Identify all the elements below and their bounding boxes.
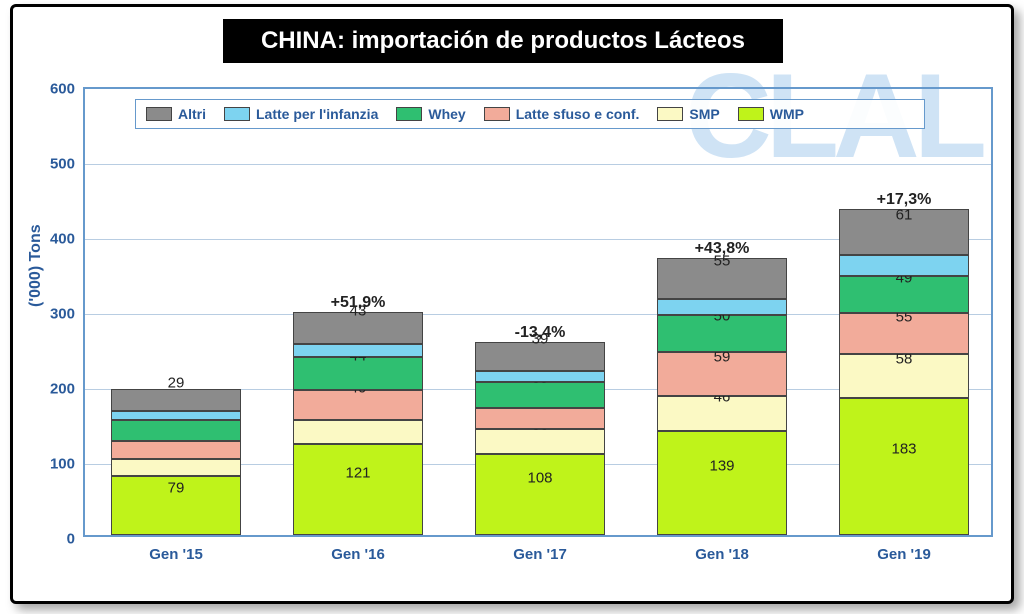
bar-segment-latte_i (293, 344, 423, 357)
legend-swatch (224, 107, 250, 121)
legend-label: Whey (428, 106, 465, 122)
chart-frame: CHINA: importación de productos Lácteos … (10, 4, 1014, 604)
pct-change-label: +43,8% (695, 240, 750, 258)
y-tick-label: 500 (35, 156, 75, 173)
legend-item-smp: SMP (657, 106, 719, 122)
legend-label: Latte per l'infanzia (256, 106, 378, 122)
y-tick-label: 200 (35, 381, 75, 398)
bar-segment-latte_s (475, 408, 605, 429)
legend-item-wmp: WMP (738, 106, 804, 122)
segment-value-label: 183 (839, 441, 969, 458)
segment-value-label: 29 (111, 374, 241, 391)
x-tick-label: Gen '19 (877, 546, 931, 563)
bar-segment-wmp (293, 444, 423, 535)
y-tick-label: 100 (35, 456, 75, 473)
bar-segment-smp (111, 459, 241, 476)
legend-swatch (738, 107, 764, 121)
legend-label: Altri (178, 106, 206, 122)
legend-label: WMP (770, 106, 804, 122)
legend-item-latte_i: Latte per l'infanzia (224, 106, 378, 122)
legend: Altri Latte per l'infanzia Whey Latte sfuso… (135, 99, 925, 129)
pct-change-label: -13,4% (515, 324, 566, 342)
bar-segment-latte_i (475, 371, 605, 382)
legend-swatch (396, 107, 422, 121)
pct-change-label: +51,9% (331, 294, 386, 312)
pct-change-label: +17,3% (877, 191, 932, 209)
segment-value-label: 79 (111, 480, 241, 497)
y-tick-label: 0 (35, 531, 75, 548)
bar-segment-whey (111, 420, 241, 442)
bar-segment-latte_s (111, 441, 241, 458)
legend-swatch (484, 107, 510, 121)
x-tick-label: Gen '17 (513, 546, 567, 563)
legend-item-whey: Whey (396, 106, 465, 122)
y-tick-label: 600 (35, 81, 75, 98)
x-tick-label: Gen '15 (149, 546, 203, 563)
x-tick-label: Gen '18 (695, 546, 749, 563)
legend-swatch (657, 107, 683, 121)
bar-segment-altri (111, 389, 241, 411)
x-tick-label: Gen '16 (331, 546, 385, 563)
grid-line (85, 164, 991, 165)
bar-segment-latte_i (111, 411, 241, 420)
segment-value-label: 108 (475, 469, 605, 486)
legend-item-altri: Altri (146, 106, 206, 122)
legend-label: Latte sfuso e conf. (516, 106, 640, 122)
y-tick-label: 300 (35, 306, 75, 323)
legend-label: SMP (689, 106, 719, 122)
y-tick-label: 400 (35, 231, 75, 248)
bar-segment-latte_i (839, 255, 969, 277)
segment-value-label: 139 (657, 457, 787, 474)
legend-swatch (146, 107, 172, 121)
bar-segment-wmp (657, 431, 787, 535)
bar-segment-wmp (475, 454, 605, 535)
plot-area: Altri Latte per l'infanzia Whey Latte sfuso… (83, 87, 993, 537)
segment-value-label: 121 (293, 464, 423, 481)
bar-segment-wmp (839, 398, 969, 535)
legend-item-latte_s: Latte sfuso e conf. (484, 106, 640, 122)
bar-segment-latte_i (657, 299, 787, 315)
